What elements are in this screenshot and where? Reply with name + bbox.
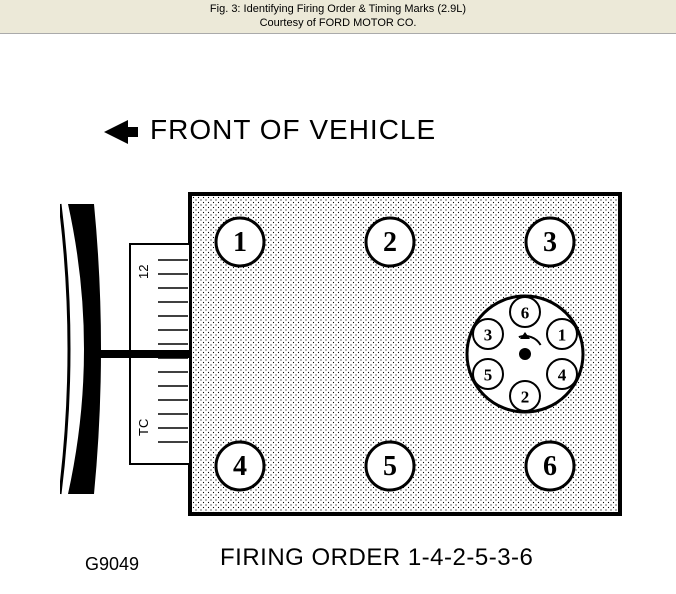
caption-line2: Courtesy of FORD MOTOR CO. [0, 16, 676, 30]
cylinder-label-2: 2 [383, 227, 397, 258]
cylinder-label-5: 5 [383, 451, 397, 482]
distributor-terminal-label-6: 6 [521, 303, 530, 322]
cylinder-label-3: 3 [543, 227, 557, 258]
caption-line1: Fig. 3: Identifying Firing Order & Timin… [0, 2, 676, 16]
timing-mark-12: 12 [136, 264, 151, 278]
distributor-terminal-label-1: 1 [558, 325, 567, 344]
distributor-terminal-label-4: 4 [558, 365, 567, 384]
front-arrow-icon [104, 120, 128, 144]
diagram-stage: FRONT OF VEHICLE 12TC123456614253 FIRING… [0, 34, 676, 594]
distributor-terminal-label-2: 2 [521, 387, 530, 406]
crank-pulley [68, 204, 101, 494]
cylinder-label-1: 1 [233, 227, 247, 258]
distributor-center [519, 348, 531, 360]
front-of-vehicle-label: FRONT OF VEHICLE [150, 114, 436, 146]
engine-firing-diagram: 12TC123456614253 [60, 164, 640, 534]
distributor-terminal-label-3: 3 [484, 325, 493, 344]
figure-caption: Fig. 3: Identifying Firing Order & Timin… [0, 0, 676, 34]
timing-mark-tc: TC [136, 418, 151, 435]
cylinder-label-4: 4 [233, 451, 247, 482]
cylinder-label-6: 6 [543, 451, 557, 482]
distributor-terminal-label-5: 5 [484, 365, 493, 384]
firing-order-text: FIRING ORDER 1-4-2-5-3-6 [220, 544, 533, 572]
figure-id-label: G9049 [85, 554, 139, 575]
